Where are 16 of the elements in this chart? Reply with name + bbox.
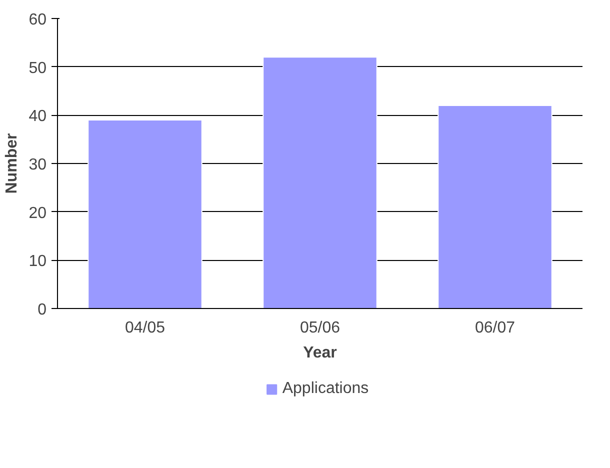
y-axis-title: Number	[4, 133, 21, 194]
bar	[262, 56, 378, 308]
legend-label: Applications	[282, 380, 369, 398]
y-tick-label: 50	[28, 60, 47, 77]
x-tick-label: 04/05	[124, 320, 166, 336]
x-tick-label: 06/07	[474, 320, 516, 336]
y-tick-label: 20	[28, 204, 47, 222]
y-tick-label: 0	[38, 302, 47, 318]
y-tick-label: 10	[28, 253, 47, 270]
y-tick-label: 30	[28, 156, 47, 174]
x-axis-title: Year	[303, 344, 337, 362]
x-tick-label: 05/06	[300, 320, 340, 336]
y-tick-label: 40	[28, 108, 47, 126]
y-tick-label: 60	[28, 12, 47, 28]
bar	[88, 120, 202, 308]
bar	[438, 105, 552, 308]
